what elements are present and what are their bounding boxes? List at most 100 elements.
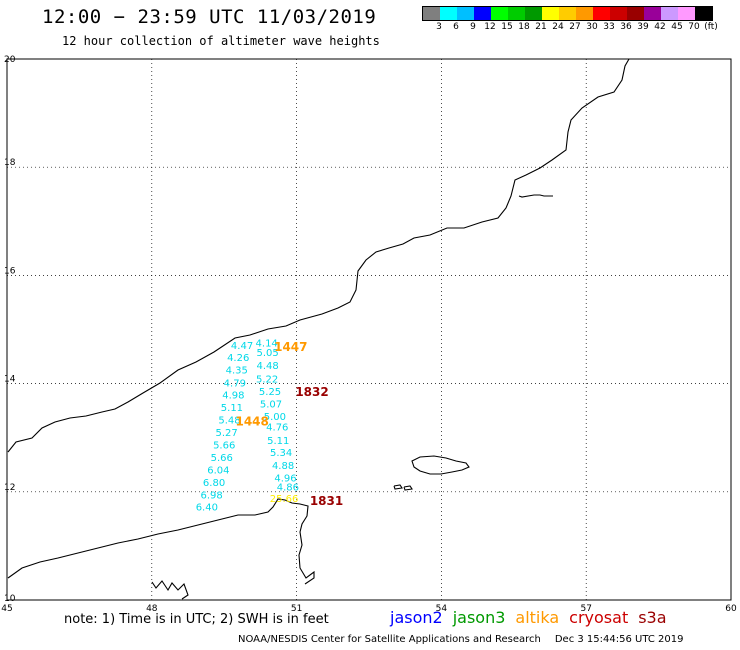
swh-label: 5.22 [256, 375, 278, 386]
arabian-coastline [7, 58, 630, 453]
pass-time-label: 1832 [295, 385, 328, 399]
legend-swatch [593, 7, 610, 20]
x-tick-label: 51 [291, 604, 302, 614]
legend-swatch [627, 7, 644, 20]
y-tick-label: 14 [4, 375, 16, 385]
x-tick-label: 48 [146, 604, 158, 614]
y-tick-label: 10 [4, 594, 16, 604]
swh-label: 5.34 [270, 448, 292, 459]
legend-swatch [491, 7, 508, 20]
swh-label: 4.35 [226, 365, 248, 376]
pass-time-label: 1831 [310, 494, 343, 508]
swh-label: 5.66 [213, 441, 235, 452]
legend-label: 21 [535, 22, 547, 32]
swh-label: 6.40 [196, 503, 218, 514]
legend-label: (ft) [704, 22, 718, 32]
generated-timestamp: Dec 3 15:44:56 UTC 2019 [554, 634, 684, 645]
legend-label: 45 [671, 22, 683, 32]
color-legend: 3 6 9 12 15 18 21 24 27 30 33 36 39 42 45 70 (ft) [422, 6, 718, 33]
satellite-s3a-label: s3a [638, 608, 667, 627]
legend-label: 6 [453, 22, 459, 32]
legend-label: 12 [484, 22, 496, 32]
x-tick-label: 57 [580, 604, 591, 614]
note-text: note: 1) Time is in UTC; 2) SWH is in fe… [64, 612, 329, 627]
swh-label: 5.11 [267, 436, 289, 447]
legend-swatch [610, 7, 627, 20]
legend-label: 24 [552, 22, 564, 32]
legend-swatch [661, 7, 678, 20]
pass-time-label: 1448 [235, 414, 268, 428]
map-subtitle: 12 hour collection of altimeter wave hei… [62, 34, 380, 48]
legend-label: 70 [688, 22, 700, 32]
swh-label: 5.11 [221, 403, 243, 414]
swh-label: 4.86 [277, 483, 299, 494]
credit-line: NOAA/NESDIS Center for Satellite Applica… [238, 634, 683, 645]
swh-label: 4.48 [257, 361, 279, 372]
coastline [7, 58, 630, 600]
swh-label: 4.26 [227, 353, 249, 364]
legend-swatch [423, 7, 440, 20]
graticule [7, 59, 731, 600]
swh-label: 4.79 [224, 378, 246, 389]
swh-observations: 4.47 4.145.05 4.26 4.48 4.35 5.22 4.79 5.25 4.98… [196, 338, 344, 513]
satellite-legend: jason2 jason3 altika cryosat s3a [390, 608, 677, 627]
swh-label: 4.76 [266, 423, 288, 434]
samhah-island [403, 485, 413, 491]
legend-swatch [440, 7, 457, 20]
legend-label: 18 [518, 22, 530, 32]
legend-label: 36 [620, 22, 632, 32]
axis-ticks: 45 48 51 54 57 60 20 18 16 14 12 10 [1, 55, 737, 614]
swh-label: 6.98 [201, 490, 223, 501]
legend-labels: 3 6 9 12 15 18 21 24 27 30 33 36 39 42 45 70 (ft) [422, 21, 718, 33]
legend-swatch [644, 7, 661, 20]
swh-label: 5.00 [264, 412, 286, 423]
satellite-cryosat-label: cryosat [569, 608, 629, 627]
legend-swatch [525, 7, 542, 20]
somali-coastline [7, 498, 315, 585]
legend-label: 15 [501, 22, 513, 32]
legend-label: 30 [586, 22, 598, 32]
legend-label: 9 [470, 22, 476, 32]
swh-label: 5.07 [260, 399, 282, 410]
legend-label: 42 [654, 22, 666, 32]
x-tick-label: 45 [1, 604, 12, 614]
bab-el-mandeb-coast [151, 580, 189, 600]
y-tick-label: 16 [4, 266, 16, 276]
legend-swatch [474, 7, 491, 20]
socotra-island [411, 455, 470, 475]
y-tick-label: 18 [4, 158, 16, 168]
map-frame [6, 58, 732, 601]
pass-time-label: 1447 [274, 340, 307, 354]
swh-label: 4.96 [274, 474, 296, 485]
swh-label: 6.80 [203, 478, 225, 489]
swh-label: 4.14 [256, 338, 278, 349]
legend-swatch [695, 7, 712, 20]
satellite-jason3-label: jason3 [452, 608, 506, 627]
x-tick-label: 60 [725, 604, 737, 614]
satellite-jason2-label: jason2 [390, 608, 443, 627]
legend-swatch [678, 7, 695, 20]
agency-credit: NOAA/NESDIS Center for Satellite Applica… [238, 634, 541, 645]
x-tick-label: 54 [436, 604, 448, 614]
satellite-altika-label: altika [515, 608, 560, 627]
swh-label: 6.04 [207, 465, 229, 476]
legend-label: 33 [603, 22, 615, 32]
legend-swatch [542, 7, 559, 20]
y-tick-label: 12 [4, 483, 15, 493]
swh-label: 5.66 [211, 453, 233, 464]
legend-swatch [559, 7, 576, 20]
legend-label: 27 [569, 22, 581, 32]
swh-label: 4.98 [222, 391, 244, 402]
legend-label: 39 [637, 22, 649, 32]
legend-swatch [576, 7, 593, 20]
swh-label: 5.48 [218, 416, 240, 427]
legend-label: 3 [436, 22, 442, 32]
y-tick-label: 20 [4, 55, 16, 65]
legend-swatch [508, 7, 525, 20]
swh-label: 5.05 [257, 348, 279, 359]
swh-label: 25.66 [270, 494, 299, 505]
swh-label: 5.25 [259, 387, 281, 398]
abd-al-kuri-island [393, 484, 403, 490]
swh-label: 5.27 [215, 428, 237, 439]
swh-label: 4.47 [231, 341, 253, 352]
